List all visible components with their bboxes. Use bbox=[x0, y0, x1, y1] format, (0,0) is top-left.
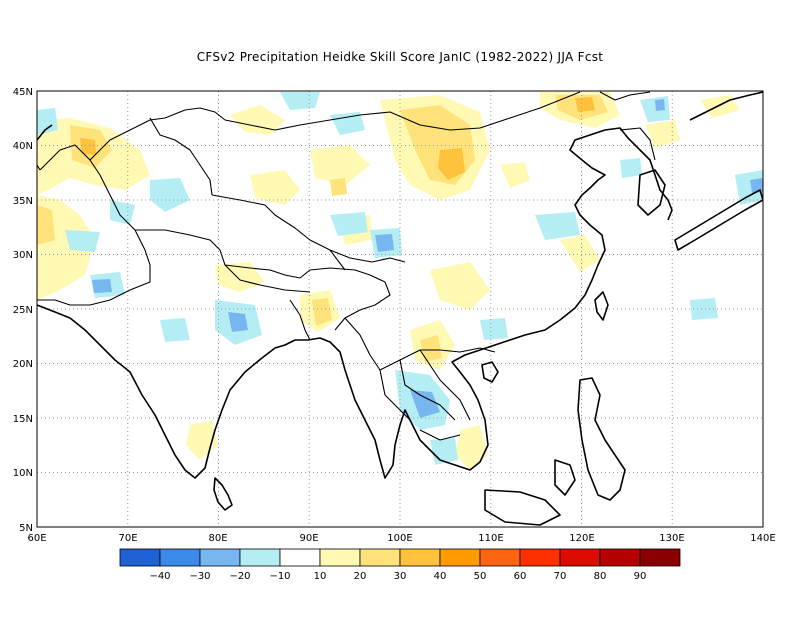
map-frame bbox=[36, 90, 764, 528]
y-tick-label: 20N bbox=[13, 359, 33, 370]
coastlines bbox=[37, 91, 763, 526]
colorbar-label: −20 bbox=[229, 571, 250, 582]
x-tick-label: 140E bbox=[750, 533, 775, 544]
colorbar-swatch bbox=[199, 548, 241, 567]
colorbar-swatch bbox=[239, 548, 281, 567]
x-tick-label: 120E bbox=[569, 533, 594, 544]
colorbar-swatch bbox=[439, 548, 481, 567]
y-tick-label: 5N bbox=[19, 523, 33, 534]
colorbar-swatch bbox=[399, 548, 441, 567]
y-tick-label: 45N bbox=[13, 87, 33, 98]
colorbar-label: 30 bbox=[394, 571, 407, 582]
colorbar-label: 70 bbox=[554, 571, 567, 582]
y-tick-label: 40N bbox=[13, 141, 33, 152]
x-tick-label: 130E bbox=[659, 533, 684, 544]
y-tick-label: 15N bbox=[13, 414, 33, 425]
y-tick-label: 35N bbox=[13, 196, 33, 207]
colorbar-swatch bbox=[319, 548, 361, 567]
map-title: CFSv2 Precipitation Heidke Skill Score J… bbox=[196, 50, 604, 64]
skill-shading bbox=[37, 92, 763, 470]
colorbar-swatch bbox=[519, 548, 561, 567]
colorbar-label: 80 bbox=[594, 571, 607, 582]
colorbar-swatch bbox=[119, 548, 161, 567]
colorbar-label: 60 bbox=[514, 571, 527, 582]
colorbar-label: −40 bbox=[149, 571, 170, 582]
colorbar-label: 40 bbox=[434, 571, 447, 582]
x-tick-label: 90E bbox=[299, 533, 318, 544]
axis-ticks: 60E 70E 80E 90E 100E 110E 120E 130E 140E… bbox=[13, 87, 776, 544]
colorbar-label: 50 bbox=[474, 571, 487, 582]
y-tick-label: 10N bbox=[13, 468, 33, 479]
x-tick-label: 100E bbox=[387, 533, 412, 544]
colorbar-swatch bbox=[559, 548, 601, 567]
colorbar-swatch bbox=[599, 548, 641, 567]
colorbar-swatch bbox=[479, 548, 521, 567]
graticule bbox=[37, 91, 763, 527]
x-tick-label: 80E bbox=[208, 533, 227, 544]
colorbar-label: −10 bbox=[269, 571, 290, 582]
colorbar-label: −30 bbox=[189, 571, 210, 582]
y-tick-label: 25N bbox=[13, 305, 33, 316]
colorbar: −40 −30 −20 −10 10 20 30 40 50 60 70 80 90 bbox=[119, 548, 681, 582]
x-tick-label: 60E bbox=[27, 533, 46, 544]
colorbar-swatch bbox=[159, 548, 201, 567]
x-tick-label: 70E bbox=[118, 533, 137, 544]
colorbar-swatch bbox=[279, 548, 321, 567]
political-borders bbox=[37, 91, 656, 441]
colorbar-swatch bbox=[359, 548, 401, 567]
colorbar-label: 10 bbox=[314, 571, 327, 582]
colorbar-label: 20 bbox=[354, 571, 367, 582]
y-tick-label: 30N bbox=[13, 250, 33, 261]
x-tick-label: 110E bbox=[478, 533, 503, 544]
colorbar-label: 90 bbox=[634, 571, 647, 582]
colorbar-swatch bbox=[639, 548, 681, 567]
